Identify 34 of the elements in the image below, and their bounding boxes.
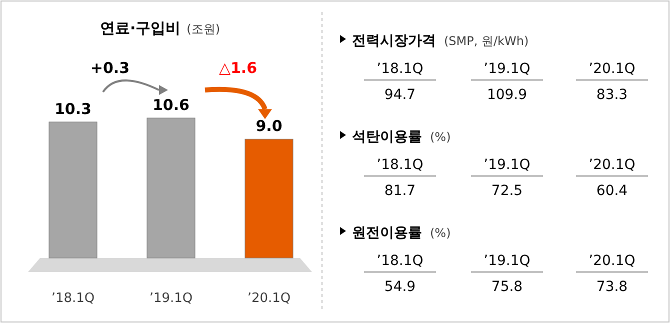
text: △1.6 xyxy=(218,59,258,77)
category-label: ’18.1Q xyxy=(376,157,424,173)
x-tick-label: ’19.1Q xyxy=(149,291,193,306)
category-label: ’20.1Q xyxy=(588,61,636,77)
data-label: 83.3 xyxy=(596,87,628,103)
text: (%) xyxy=(430,226,451,240)
data-label: 54.9 xyxy=(384,279,416,295)
x-tick-label: ’20.1Q xyxy=(247,291,291,306)
x-tick-label: ’18.1Q xyxy=(51,291,95,306)
data-label: 10.6 xyxy=(152,96,190,114)
data-label: 81.7 xyxy=(384,183,416,199)
category-label: ’20.1Q xyxy=(588,157,636,173)
category-label: ’20.1Q xyxy=(588,253,636,269)
chart-title: 연료·구입비 xyxy=(100,19,181,37)
data-label: 73.8 xyxy=(596,279,628,295)
data-label: 10.3 xyxy=(54,100,92,118)
data-label: 72.5 xyxy=(491,183,523,199)
category-label: ’18.1Q xyxy=(376,253,424,269)
text: (%) xyxy=(430,130,451,144)
data-label: 94.7 xyxy=(384,87,416,103)
category-label: ’19.1Q xyxy=(484,157,530,173)
data-label: 9.0 xyxy=(256,117,282,136)
data-label: 60.4 xyxy=(596,183,628,199)
text: (SMP, 원/kWh) xyxy=(444,34,529,48)
category-label: ’18.1Q xyxy=(376,61,424,77)
category-label: ’19.1Q xyxy=(484,61,530,77)
text: 석탄이용률 xyxy=(352,129,422,145)
text: 전력시장가격 xyxy=(352,33,436,49)
text: +0.3 xyxy=(90,59,130,77)
text: 원전이용률 xyxy=(352,225,422,241)
data-label: 109.9 xyxy=(486,87,528,103)
data-label: 75.8 xyxy=(491,279,523,295)
category-label: ’19.1Q xyxy=(484,253,530,269)
chart-subtitle: (조원) xyxy=(186,22,220,36)
